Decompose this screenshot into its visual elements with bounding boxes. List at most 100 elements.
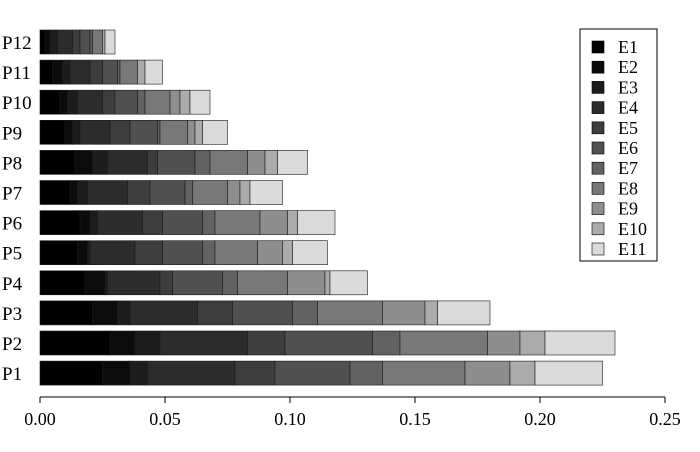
- bar-segment-p9-e10: [194, 120, 203, 145]
- bar-segment-p11-e1: [39, 59, 53, 85]
- bar-segment-p12-e2: [44, 29, 51, 55]
- bar-segment-p2-e7: [372, 330, 401, 356]
- bar-segment-p7-e6: [149, 180, 186, 205]
- x-tick-label: 0.10: [274, 409, 306, 429]
- bar-segment-p7-e5: [127, 180, 151, 205]
- bar-segment-p12-e4: [57, 29, 73, 55]
- bar-segment-p8-e5: [147, 150, 158, 175]
- bar-segment-p2-e8: [399, 330, 488, 356]
- category-label-p7: P7: [2, 184, 22, 205]
- bar-segment-p6-e9: [259, 210, 288, 235]
- bar-segment-p2-e2: [109, 330, 136, 356]
- bar-segment-p3-e9: [382, 300, 426, 326]
- bar-segment-p10-e8: [144, 89, 171, 115]
- bar-segment-p4-e11: [329, 270, 368, 296]
- bar-segment-p3-e7: [292, 300, 318, 326]
- category-label-p10: P10: [2, 93, 32, 114]
- bar-segment-p9-e3: [72, 120, 81, 145]
- legend-swatch-e4: [591, 101, 605, 114]
- bar-segment-p9-e6: [129, 120, 158, 145]
- bar-segment-p11-e11: [144, 59, 163, 85]
- legend-swatch-e2: [591, 60, 605, 74]
- bar-segment-p11-e8: [119, 59, 138, 85]
- category-label-p2: P2: [2, 334, 22, 355]
- category-label-p1: P1: [2, 364, 22, 385]
- bar-segment-p5-e7: [202, 240, 216, 265]
- x-axis: 0.00 0.05 0.10 0.15 0.20 0.25: [24, 396, 681, 429]
- bar-segment-p9-e7: [157, 120, 161, 145]
- category-label-p4: P4: [2, 274, 23, 295]
- bar-segment-p10-e9: [169, 89, 181, 115]
- bar-segment-p10-e3: [67, 89, 78, 115]
- bar-segment-p9-e5: [109, 120, 131, 145]
- legend-label-e8: E8: [618, 178, 638, 198]
- bar-segment-p3-e8: [317, 300, 383, 326]
- bar-segment-p6-e11: [297, 210, 336, 235]
- bar-segment-p1-e3: [129, 360, 148, 386]
- bar-segment-p1-e6: [274, 360, 351, 386]
- bar-segment-p4-e2: [84, 270, 106, 296]
- bar-segment-p2-e1: [39, 330, 111, 356]
- bar-segment-p4-e8: [237, 270, 288, 296]
- bar-segment-p11-e3: [62, 59, 71, 85]
- bar-segment-p12-e10: [102, 29, 106, 55]
- legend-swatch-e3: [591, 81, 605, 94]
- legend-swatch-e11: [591, 242, 605, 256]
- bar-segment-p7-e2: [69, 180, 78, 205]
- category-label-p3: P3: [2, 304, 22, 325]
- bar-segment-p9-e8: [159, 120, 188, 145]
- legend-label-e1: E1: [618, 37, 638, 57]
- legend-swatch-e7: [591, 161, 605, 175]
- bar-segment-p4-e4: [107, 270, 161, 296]
- bar-segment-p8-e2: [74, 150, 93, 175]
- bar-segment-p2-e4: [159, 330, 248, 356]
- bar-segment-p2-e10: [519, 330, 546, 356]
- bar-segment-p5-e9: [257, 240, 283, 265]
- bar-segment-p1-e1: [39, 360, 103, 386]
- legend-swatch-e8: [591, 182, 605, 195]
- category-label-p5: P5: [2, 244, 22, 265]
- bar-segment-p2-e5: [247, 330, 286, 356]
- bar-segment-p5-e5: [134, 240, 163, 265]
- bar-segment-p6-e4: [97, 210, 143, 235]
- bar-segment-p9-e9: [187, 120, 196, 145]
- bar-segment-p8-e11: [277, 150, 308, 175]
- bar-segment-p4-e9: [287, 270, 326, 296]
- legend-label-e10: E10: [618, 219, 647, 239]
- bar-segment-p3-e10: [424, 300, 438, 326]
- bar-segment-p10-e5: [102, 89, 116, 115]
- bar-segment-p12-e11: [104, 29, 116, 55]
- bar-segment-p7-e7: [184, 180, 193, 205]
- bar-segment-p6-e6: [162, 210, 203, 235]
- legend-label-e9: E9: [618, 199, 638, 219]
- bar-segment-p5-e1: [39, 240, 78, 265]
- bar-segment-p1-e5: [234, 360, 276, 386]
- bar-segment-p12-e1: [39, 29, 46, 55]
- bar-segment-p12-e8: [92, 29, 103, 55]
- bar-segment-p5-e3: [87, 240, 91, 265]
- bar-segment-p11-e4: [69, 59, 91, 85]
- bar-segment-p9-e1: [39, 120, 66, 145]
- bar-segment-p6-e5: [142, 210, 163, 235]
- bar-segment-p7-e3: [77, 180, 88, 205]
- x-tick-label: 0.05: [149, 409, 181, 429]
- bar-segment-p4-e3: [104, 270, 108, 296]
- bar-segment-p4-e10: [324, 270, 331, 296]
- x-tick-label: 0.00: [24, 409, 56, 429]
- bar-segment-p12-e6: [79, 29, 91, 55]
- bar-segment-p3-e11: [437, 300, 491, 326]
- bar-segment-p11-e7: [117, 59, 121, 85]
- bar-segment-p6-e1: [39, 210, 81, 235]
- x-tick-label: 0.20: [524, 409, 556, 429]
- bar-segment-p6-e10: [287, 210, 298, 235]
- bar-segment-p6-e3: [89, 210, 98, 235]
- bar-segment-p3-e5: [197, 300, 233, 326]
- bar-segment-p9-e2: [64, 120, 73, 145]
- bar-segment-p7-e10: [239, 180, 251, 205]
- bar-segment-p6-e8: [214, 210, 261, 235]
- bar-segment-p2-e6: [284, 330, 373, 356]
- bar-segment-p8-e6: [157, 150, 196, 175]
- bar-segment-p11-e5: [89, 59, 103, 85]
- bar-segment-p4-e5: [159, 270, 173, 296]
